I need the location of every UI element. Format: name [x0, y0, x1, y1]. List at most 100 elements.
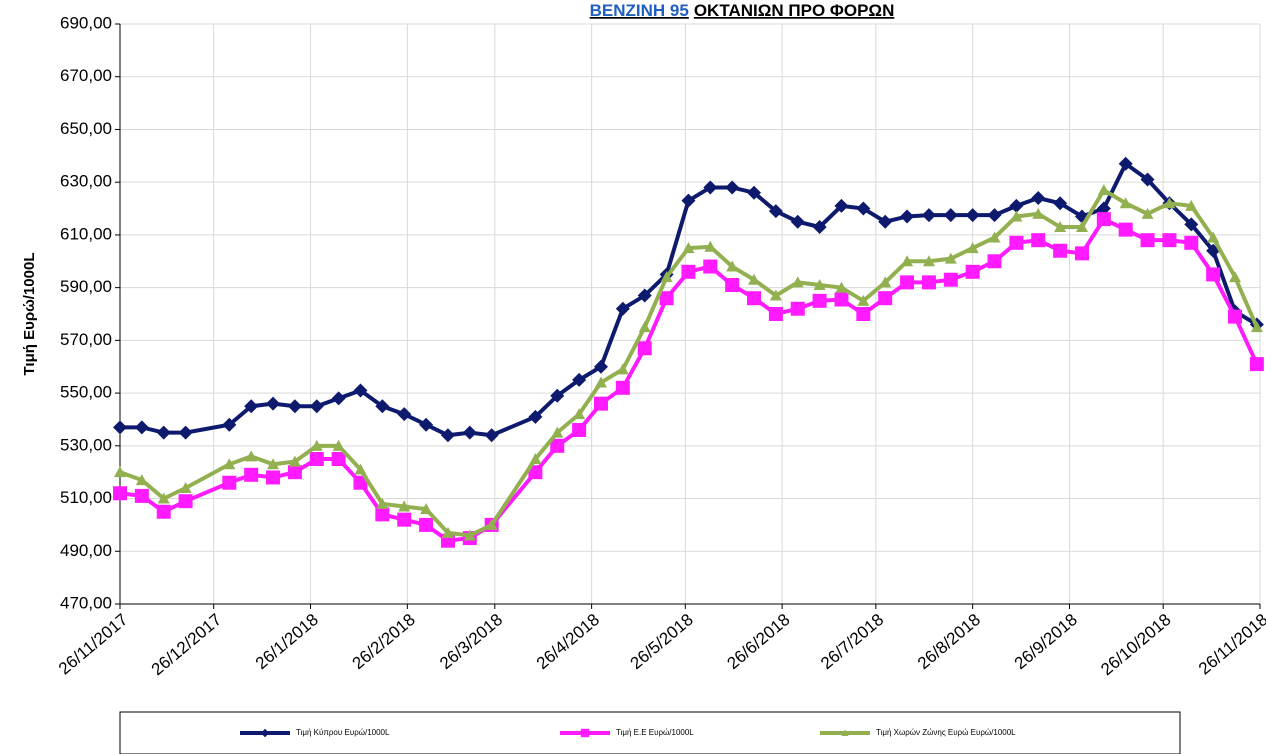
marker [1009, 235, 1024, 250]
marker [310, 439, 323, 451]
marker [260, 728, 270, 738]
marker [397, 407, 412, 422]
marker [791, 276, 804, 288]
marker [834, 292, 849, 307]
legend-box [119, 711, 1181, 754]
marker [551, 426, 564, 438]
y-tick-label: 670,00 [60, 66, 112, 85]
marker [484, 428, 499, 443]
marker [1097, 184, 1110, 196]
marker [1118, 156, 1133, 171]
marker [1053, 243, 1068, 258]
marker [1163, 197, 1176, 209]
marker [594, 376, 607, 388]
marker [1229, 271, 1242, 283]
marker [769, 289, 782, 301]
marker [354, 463, 367, 475]
marker [965, 264, 980, 279]
marker [593, 359, 608, 374]
marker [726, 260, 739, 272]
y-tick-label: 690,00 [60, 13, 112, 32]
marker [156, 504, 171, 519]
y-tick-label: 550,00 [60, 383, 112, 402]
marker [419, 417, 434, 432]
marker [790, 301, 805, 316]
marker [922, 255, 935, 267]
marker [857, 294, 870, 306]
x-tick-label: 26/1/2018 [252, 610, 322, 673]
x-tick-label: 26/10/2018 [1097, 610, 1174, 679]
legend-label: Τιμή Κύπρου Ευρώ/1000L [296, 728, 390, 737]
marker [222, 417, 237, 432]
marker [615, 301, 630, 316]
title-part: BENZINH 95 [590, 1, 689, 20]
marker [178, 425, 193, 440]
marker [1031, 233, 1046, 248]
marker [245, 450, 258, 462]
marker [943, 208, 958, 223]
marker [1207, 231, 1220, 243]
marker [987, 208, 1002, 223]
marker [1074, 246, 1089, 261]
marker [331, 391, 346, 406]
marker [419, 517, 434, 532]
marker [682, 242, 695, 254]
marker [375, 507, 390, 522]
marker [1140, 172, 1155, 187]
marker [768, 307, 783, 321]
marker [573, 408, 586, 420]
marker [900, 275, 915, 290]
marker [157, 492, 170, 504]
y-tick-label: 510,00 [60, 488, 112, 507]
y-tick-label: 650,00 [60, 119, 112, 138]
marker [1141, 207, 1154, 219]
series-line [119, 187, 1259, 538]
marker [921, 208, 936, 223]
marker [681, 193, 696, 208]
marker [1228, 309, 1243, 324]
marker [287, 465, 302, 480]
marker [1249, 357, 1264, 372]
marker [1032, 207, 1045, 219]
marker [1206, 267, 1221, 282]
marker [572, 423, 587, 437]
marker [921, 275, 936, 290]
marker [222, 475, 237, 490]
marker [485, 518, 498, 530]
x-tick-label: 26/3/2018 [436, 610, 506, 673]
marker [113, 420, 127, 435]
marker [1250, 321, 1263, 333]
marker [376, 497, 389, 509]
marker [1185, 199, 1198, 211]
marker [841, 729, 849, 736]
x-tick-label: 26/5/2018 [627, 610, 697, 673]
marker [267, 458, 280, 470]
marker [879, 276, 892, 288]
x-tick-label: 26/11/2018 [1195, 610, 1266, 678]
marker [288, 455, 301, 467]
marker [1119, 197, 1132, 209]
marker [266, 396, 281, 411]
marker [856, 307, 871, 321]
marker [681, 264, 696, 279]
marker [1118, 222, 1133, 237]
marker [638, 321, 651, 333]
y-tick-label: 470,00 [60, 593, 112, 612]
marker [747, 291, 762, 306]
y-tick-label: 590,00 [60, 277, 112, 296]
x-tick-label: 26/6/2018 [723, 610, 793, 673]
marker [1010, 210, 1023, 222]
marker [856, 201, 871, 216]
marker [529, 453, 542, 464]
marker [287, 399, 302, 414]
x-tick-label: 26/12/2017 [148, 610, 225, 679]
marker [244, 467, 259, 482]
legend-label: Τιμή Χωρών Ζώνης Ευρώ Ευρώ/1000L [876, 728, 1016, 737]
marker [580, 728, 590, 738]
x-tick-label: 26/8/2018 [914, 610, 984, 673]
marker [835, 281, 848, 293]
marker [309, 399, 324, 414]
marker [878, 291, 893, 306]
marker [966, 242, 979, 254]
